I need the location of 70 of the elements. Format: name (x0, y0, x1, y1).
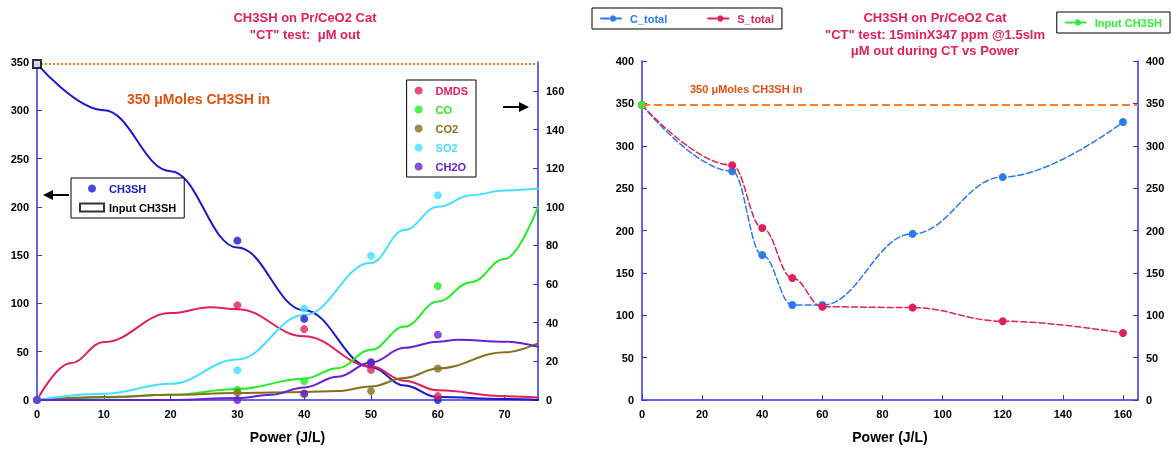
y-tick-label: 300 (615, 139, 634, 152)
x-tick-label: 20 (696, 407, 709, 420)
y2-tick-label: 140 (546, 123, 565, 136)
y-tick-label: 350 (10, 56, 29, 68)
y-tick-label: 300 (10, 104, 29, 117)
y-tick-label: 150 (10, 249, 29, 262)
legend-label: Input CH3SH (109, 201, 177, 214)
legend-label: Input CH3SH (1094, 16, 1163, 29)
x-axis-title: Power (J/L) (249, 429, 326, 445)
x-tick-label: 60 (431, 407, 444, 420)
x-tick-label: 0 (33, 407, 41, 420)
y-tick-label: 400 (615, 55, 634, 67)
x-tick-label: 80 (876, 407, 889, 420)
y2-tick-label: 20 (546, 355, 559, 368)
legend-label: C_total (630, 12, 668, 25)
x-tick-label: 140 (1053, 407, 1073, 420)
x-tick-label: 160 (1113, 407, 1133, 420)
y2-tick-label: 250 (1146, 182, 1165, 195)
legend-label: CO2 (435, 122, 459, 135)
x-tick-label: 10 (97, 407, 110, 420)
y2-tick-label: 60 (546, 278, 559, 291)
x-tick-label: 50 (364, 407, 378, 420)
legend-label: DMDS (435, 84, 468, 97)
legend-label: S_total (737, 12, 774, 25)
x-tick-label: 40 (756, 407, 769, 420)
y-tick-label: 50 (621, 351, 634, 364)
chart-title: CH3SH on Pr/CeO2 Cat (863, 10, 1008, 25)
ref-line-label: 350 μMoles CH3SH in (127, 90, 271, 107)
y-tick-label: 200 (615, 224, 634, 237)
y2-tick-label: 80 (546, 239, 559, 252)
x-axis-title: Power (J/L) (852, 429, 928, 445)
y-tick-label: 100 (10, 297, 29, 310)
y-tick-label: 100 (615, 309, 634, 322)
x-tick-label: 120 (993, 407, 1012, 420)
y2-tick-label: 0 (1146, 394, 1153, 406)
y2-tick-label: 400 (1146, 55, 1165, 67)
y-tick-label: 150 (615, 266, 634, 279)
y2-tick-label: 100 (1146, 309, 1165, 322)
y2-tick-label: 120 (546, 162, 565, 175)
y2-tick-label: 0 (546, 394, 553, 406)
x-tick-label: 20 (164, 407, 177, 420)
legend-label: SO2 (435, 141, 458, 154)
x-tick-label: 40 (298, 407, 311, 420)
ref-line-label: 350 μMoles CH3SH in (690, 83, 803, 96)
x-tick-label: 60 (816, 407, 829, 420)
y2-tick-label: 100 (546, 200, 565, 213)
chart-title: CH3SH on Pr/CeO2 Cat (233, 10, 378, 25)
legend-label: CH3SH (109, 182, 147, 195)
y-tick-label: 50 (16, 345, 29, 358)
y-tick-label: 250 (10, 152, 29, 165)
x-tick-label: 0 (638, 407, 646, 420)
legend-label: CH2O (435, 160, 467, 173)
x-tick-label: 100 (933, 407, 952, 420)
y2-tick-label: 350 (1146, 97, 1165, 110)
y2-tick-label: 160 (546, 84, 565, 97)
x-tick-label: 30 (231, 407, 244, 420)
legend-label: CO (435, 103, 453, 116)
y2-tick-label: 300 (1146, 139, 1165, 152)
y-tick-label: 250 (615, 182, 634, 195)
x-tick-label: 70 (498, 407, 511, 420)
y2-tick-label: 150 (1146, 266, 1165, 279)
y-tick-label: 0 (22, 394, 29, 406)
chart-subtitle: "CT" test: 15minX347 ppm @1.5slm μM out during CT vs Power (824, 26, 1046, 58)
y2-tick-label: 40 (546, 316, 559, 329)
y-tick-label: 0 (627, 394, 634, 406)
y-tick-label: 350 (615, 97, 634, 110)
y2-tick-label: 50 (1146, 351, 1159, 364)
chart-subtitle: "CT" test: μM out (249, 26, 361, 42)
y2-tick-label: 200 (1146, 224, 1165, 237)
y-tick-label: 200 (10, 200, 29, 213)
